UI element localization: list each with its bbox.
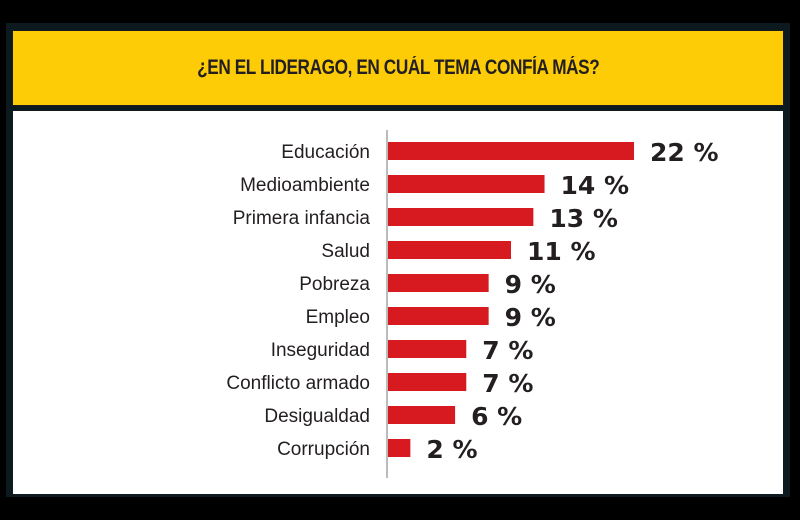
category-label: Salud [321,241,370,262]
value-label: 11 % [527,237,596,266]
value-label: 9 % [505,303,556,332]
bar [388,142,634,160]
category-label: Desigualdad [264,406,370,427]
bar [388,373,467,391]
bar [388,274,489,292]
value-label: 2 % [426,435,477,464]
bar [388,208,534,226]
value-label: 13 % [549,204,618,233]
category-label: Medioambiente [240,175,370,196]
chart-panel [13,111,783,494]
category-label: Educación [281,142,370,163]
title-band: ¿EN EL LIDERAGO, EN CUÁL TEMA CONFÍA MÁS… [12,30,784,106]
value-label: 7 % [482,336,533,365]
bar [388,439,411,457]
category-label: Empleo [306,307,370,328]
bar [388,175,545,193]
chart-title: ¿EN EL LIDERAGO, EN CUÁL TEMA CONFÍA MÁS… [196,56,600,79]
value-label: 9 % [505,270,556,299]
category-label: Pobreza [299,274,370,295]
bar [388,406,456,424]
category-label: Inseguridad [271,340,370,361]
value-label: 22 % [650,138,719,167]
category-label: Conflicto armado [226,373,370,394]
value-label: 6 % [471,402,522,431]
value-label: 14 % [561,171,630,200]
category-label: Corrupción [277,439,370,460]
value-label: 7 % [482,369,533,398]
bar [388,340,467,358]
bar [388,241,511,259]
bar [388,307,489,325]
category-label: Primera infancia [233,208,371,229]
